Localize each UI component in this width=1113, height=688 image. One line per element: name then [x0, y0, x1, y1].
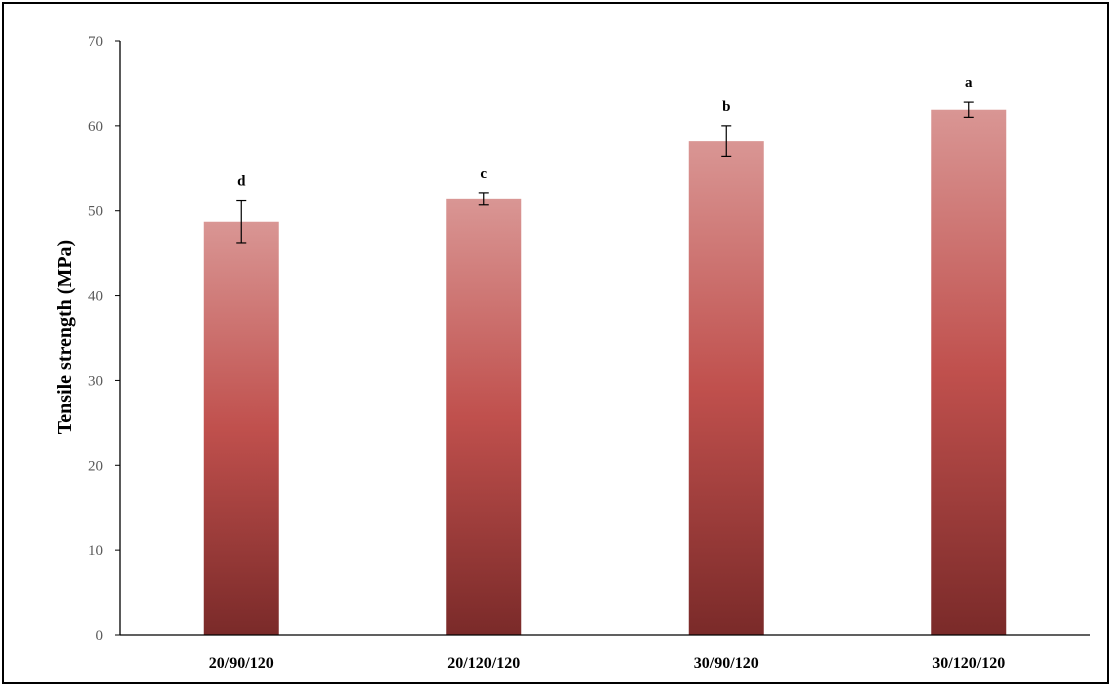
- y-tick-label: 70: [88, 34, 103, 50]
- significance-label: c: [480, 166, 487, 182]
- y-tick-label: 10: [88, 543, 103, 559]
- bar: [931, 109, 1007, 636]
- y-tick-label: 30: [88, 373, 103, 389]
- x-tick-label: 30/120/120: [932, 655, 1005, 672]
- significance-label: b: [722, 99, 730, 115]
- y-tick-label: 60: [88, 119, 103, 135]
- significance-label: d: [237, 174, 246, 190]
- bar: [203, 221, 279, 635]
- x-tick-label: 20/90/120: [209, 655, 274, 672]
- y-tick-label: 0: [96, 628, 104, 644]
- x-tick-label: 30/90/120: [694, 655, 759, 672]
- bar: [446, 198, 522, 635]
- x-tick-label: 20/120/120: [447, 655, 520, 672]
- y-axis-title: Tensile strength (MPa): [54, 240, 76, 434]
- y-tick-label: 20: [88, 458, 103, 474]
- bar: [688, 141, 764, 636]
- significance-label: a: [965, 75, 973, 91]
- bar-chart: 0 10 20 30 40 50 60 70 d 20/90/120 c 20/120/120 b 30/…: [54, 34, 1090, 672]
- y-tick-label: 40: [88, 289, 103, 305]
- y-tick-label: 50: [88, 204, 103, 220]
